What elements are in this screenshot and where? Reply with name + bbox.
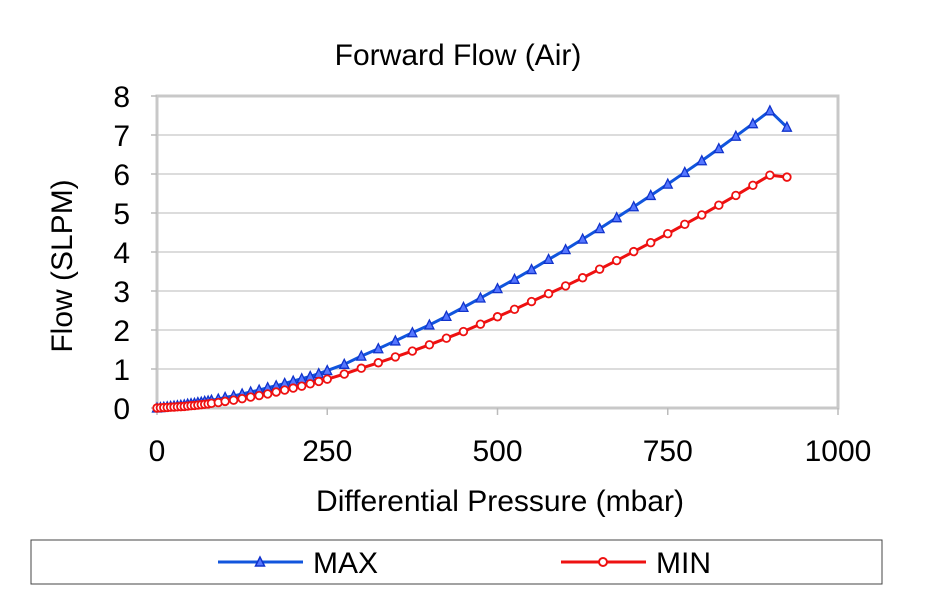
series-min-point — [245, 392, 256, 402]
y-tick-label: 7 — [113, 120, 130, 153]
series-min-point — [748, 180, 758, 191]
series-max-point — [560, 243, 572, 255]
series-min-point — [629, 246, 639, 257]
series-max-point — [713, 142, 725, 154]
series-min-point — [356, 363, 366, 373]
x-axis-title: Differential Pressure (mbar) — [316, 485, 684, 518]
chart-title: Forward Flow (Air) — [335, 39, 582, 72]
x-tick-label: 1000 — [805, 435, 872, 468]
legend-item-max: MAX — [218, 547, 378, 580]
series-min-point — [731, 190, 741, 201]
series-min-point — [373, 358, 384, 368]
series-max-point — [525, 263, 538, 275]
series-max-point — [457, 300, 470, 313]
series-min-point — [279, 385, 290, 395]
x-tick-label: 750 — [643, 435, 693, 468]
series-max-point — [696, 154, 708, 166]
series-max — [151, 104, 793, 413]
series-min-point — [314, 376, 324, 387]
x-axis-ticks: 0 250 500 750 1000 — [149, 408, 872, 468]
series-max-point — [662, 177, 674, 189]
series-min-point — [288, 383, 298, 393]
series-min-point — [543, 289, 554, 299]
series-min-point — [297, 381, 307, 391]
legend-box — [30, 539, 883, 585]
series-min-point — [271, 387, 281, 397]
series-max-point — [781, 120, 793, 132]
series-max-point — [406, 326, 418, 338]
series-max-point — [543, 252, 555, 265]
series-min-point — [594, 264, 605, 274]
legend-max-label: MAX — [313, 547, 378, 580]
series-min-point — [441, 333, 452, 343]
series-min-point — [680, 219, 690, 230]
series-max-point — [679, 165, 691, 178]
legend-min-marker-icon — [598, 557, 608, 567]
series-min-point — [577, 273, 588, 283]
series-max-point — [628, 200, 640, 212]
series-max-point — [389, 334, 401, 346]
y-tick-label: 1 — [113, 354, 130, 387]
series-min-point — [254, 390, 264, 401]
series-max-point — [338, 357, 350, 369]
series-min-point — [390, 352, 401, 362]
series-min-point — [509, 304, 520, 315]
x-tick-label: 0 — [149, 435, 166, 468]
y-tick-label: 2 — [113, 315, 130, 348]
series-min-point — [646, 237, 656, 248]
series-min-point — [339, 369, 349, 379]
series-min-point — [714, 200, 724, 210]
series-max-point — [594, 222, 606, 234]
series-min-point — [526, 296, 537, 307]
series-min-point — [424, 340, 435, 350]
y-tick-label: 4 — [113, 237, 130, 270]
series-max-point — [372, 342, 384, 354]
series-max-point — [611, 211, 623, 223]
series-max-point — [730, 129, 742, 141]
series-max-point — [764, 104, 776, 116]
series-max-point — [491, 282, 504, 294]
series-max-point — [423, 318, 435, 330]
series-max-point — [577, 232, 589, 244]
series-max-point — [508, 272, 521, 284]
y-axis-title: Flow (SLPM) — [46, 179, 79, 352]
series-min-point — [237, 393, 247, 404]
series-min-point — [458, 326, 469, 337]
series-min-point — [492, 312, 503, 322]
x-tick-label: 500 — [472, 435, 522, 468]
y-tick-label: 0 — [113, 393, 130, 426]
series-min-point — [228, 395, 239, 405]
series-max-point — [645, 188, 657, 201]
y-axis-ticks: 0 1 2 3 4 5 6 7 8 — [113, 81, 157, 426]
y-tick-label: 3 — [113, 276, 130, 309]
legend-max-marker-icon — [254, 555, 266, 567]
series-min-point — [475, 319, 486, 329]
series-layer — [151, 104, 793, 413]
series-min-point — [765, 170, 775, 180]
series-min-point — [782, 172, 792, 182]
series-min-point — [220, 396, 230, 407]
series-min-point — [262, 389, 273, 399]
series-min-point — [560, 281, 571, 291]
y-tick-label: 8 — [113, 81, 130, 114]
series-max-point — [440, 309, 452, 322]
y-tick-label: 6 — [113, 159, 130, 192]
series-min-point — [305, 379, 315, 389]
legend-min-label: MIN — [656, 547, 711, 580]
series-min-point — [697, 210, 707, 220]
series-min-point — [407, 346, 418, 356]
gridlines — [157, 134, 838, 370]
series-max-line — [156, 109, 788, 410]
series-min-point — [611, 255, 622, 266]
series-min — [152, 170, 792, 413]
series-min-point — [322, 374, 332, 384]
y-tick-label: 5 — [113, 198, 130, 231]
series-max-point — [474, 291, 487, 303]
series-max-point — [747, 117, 759, 129]
x-tick-label: 250 — [302, 435, 352, 468]
series-max-point — [355, 349, 367, 361]
legend-item-min: MIN — [561, 547, 711, 580]
series-min-point — [663, 228, 673, 239]
